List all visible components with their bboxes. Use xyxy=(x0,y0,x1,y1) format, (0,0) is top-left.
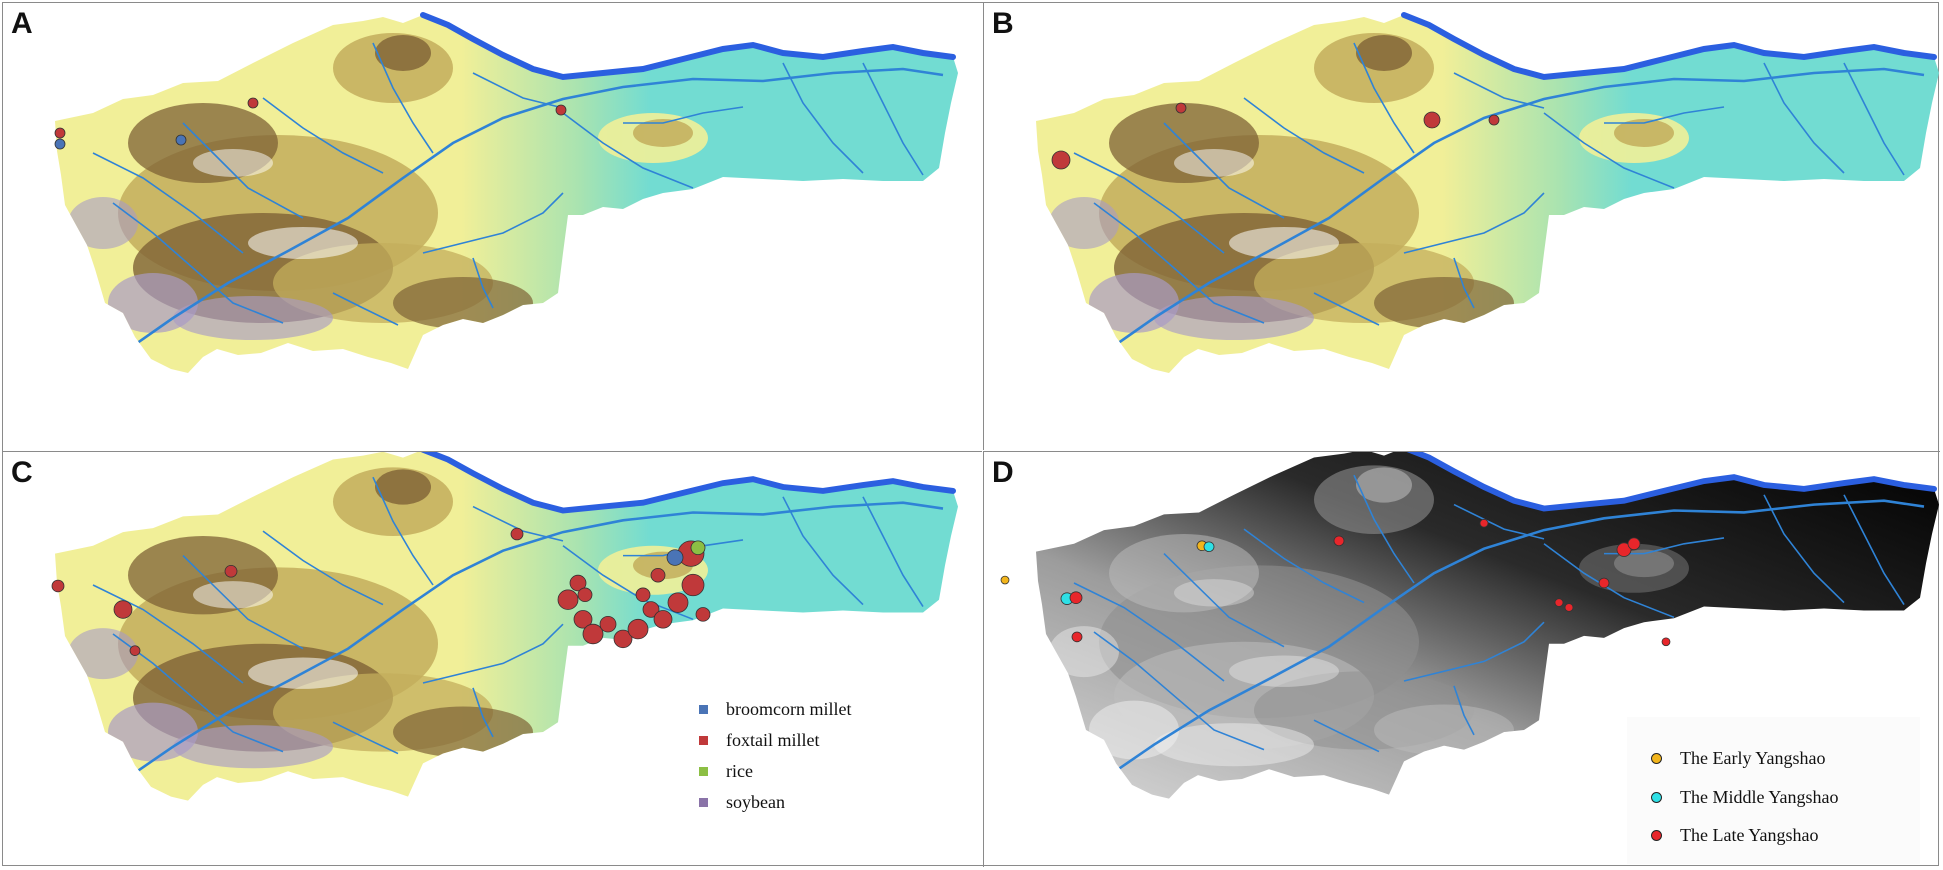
panel-a: A xyxy=(3,3,982,450)
site-marker xyxy=(113,600,133,619)
site-marker xyxy=(573,610,593,629)
site-marker xyxy=(690,540,706,556)
site-markers xyxy=(1051,102,1500,170)
rice-swatch xyxy=(699,767,708,776)
site-marker xyxy=(224,565,238,578)
site-marker xyxy=(1616,542,1632,557)
panel-d: D The Early Yangshao The Middle Yangshao… xyxy=(983,451,1940,867)
yellow-river-bank xyxy=(1401,12,1937,81)
site-marker xyxy=(555,104,567,116)
site-marker xyxy=(635,587,651,603)
legend-label-middle: The Middle Yangshao xyxy=(1680,787,1839,807)
site-marker xyxy=(1051,150,1071,170)
terrain-relief xyxy=(1049,465,1689,767)
site-marker xyxy=(695,607,711,622)
soybean-swatch xyxy=(699,798,708,807)
foxtail-swatch xyxy=(699,736,708,745)
site-marker xyxy=(599,615,617,633)
site-marker xyxy=(1488,114,1500,126)
terrain-relief xyxy=(1049,33,1689,340)
terrain-relief xyxy=(68,467,708,769)
broomcorn-swatch xyxy=(699,705,708,714)
middle-marker xyxy=(1651,792,1662,803)
site-marker xyxy=(1203,541,1215,553)
legend-label-rice: rice xyxy=(726,761,753,781)
yellow-river-bank xyxy=(420,12,956,81)
site-marker xyxy=(510,527,524,541)
site-marker xyxy=(1661,637,1671,647)
legend-label-broomcorn: broomcorn millet xyxy=(726,699,852,719)
legend-label-foxtail: foxtail millet xyxy=(726,730,820,750)
yellow-river-bank xyxy=(421,452,956,514)
site-marker xyxy=(1423,111,1441,129)
map-c xyxy=(51,452,958,801)
site-marker xyxy=(1554,598,1564,607)
site-marker xyxy=(175,134,187,146)
terrain-relief xyxy=(68,33,708,340)
legend-item-late: The Late Yangshao xyxy=(1651,825,1818,846)
panel-b: B xyxy=(983,3,1940,450)
site-marker xyxy=(650,567,666,583)
legend-item-soybean: soybean xyxy=(699,792,785,813)
early-marker xyxy=(1651,753,1662,764)
site-marker xyxy=(653,610,673,629)
legend-item-foxtail: foxtail millet xyxy=(699,730,819,751)
map-b xyxy=(1036,12,1939,373)
legend-label-late: The Late Yangshao xyxy=(1680,825,1819,845)
legend-item-broomcorn: broomcorn millet xyxy=(699,699,851,720)
site-marker xyxy=(667,592,689,613)
site-marker xyxy=(666,549,684,566)
site-marker xyxy=(1479,518,1489,528)
site-markers xyxy=(51,527,711,656)
panel-label-c: C xyxy=(11,456,33,489)
site-marker xyxy=(51,579,65,593)
river-network xyxy=(92,476,944,783)
site-markers xyxy=(1000,518,1671,647)
panel-c: C broomcorn millet foxtail millet rice s… xyxy=(3,451,982,867)
yellow-river-bank xyxy=(1406,452,1937,512)
site-marker xyxy=(642,601,660,618)
legend-label-early: The Early Yangshao xyxy=(1680,748,1826,768)
site-marker xyxy=(129,645,141,656)
river-network xyxy=(92,42,944,355)
period-legend: The Early Yangshao The Middle Yangshao T… xyxy=(1627,717,1920,864)
site-marker xyxy=(1564,603,1574,612)
panel-label-d: D xyxy=(992,456,1014,489)
site-marker xyxy=(1333,535,1345,547)
late-marker xyxy=(1651,830,1662,841)
legend-item-early: The Early Yangshao xyxy=(1651,748,1825,769)
legend-item-rice: rice xyxy=(699,761,753,782)
site-marker xyxy=(569,574,587,592)
site-marker xyxy=(613,629,633,649)
site-marker xyxy=(1071,631,1083,643)
map-d xyxy=(1000,452,1939,799)
river-network xyxy=(1073,42,1925,355)
site-marker xyxy=(577,587,593,603)
map-a xyxy=(54,12,958,373)
panel-label-a: A xyxy=(11,7,33,40)
site-marker xyxy=(1175,102,1187,114)
site-marker xyxy=(1069,591,1083,604)
site-marker xyxy=(557,589,579,610)
site-marker xyxy=(627,618,649,640)
panel-label-b: B xyxy=(992,7,1014,40)
site-markers xyxy=(54,97,567,150)
site-marker xyxy=(582,623,604,645)
site-marker xyxy=(54,138,66,150)
crop-legend: broomcorn millet foxtail millet rice soy… xyxy=(683,687,923,857)
site-marker xyxy=(247,97,259,109)
site-marker xyxy=(1627,537,1641,551)
site-marker xyxy=(54,127,66,139)
site-marker xyxy=(1000,575,1010,585)
site-marker xyxy=(681,573,705,597)
site-marker xyxy=(1598,577,1610,589)
legend-item-middle: The Middle Yangshao xyxy=(1651,787,1839,808)
legend-label-soybean: soybean xyxy=(726,792,785,812)
